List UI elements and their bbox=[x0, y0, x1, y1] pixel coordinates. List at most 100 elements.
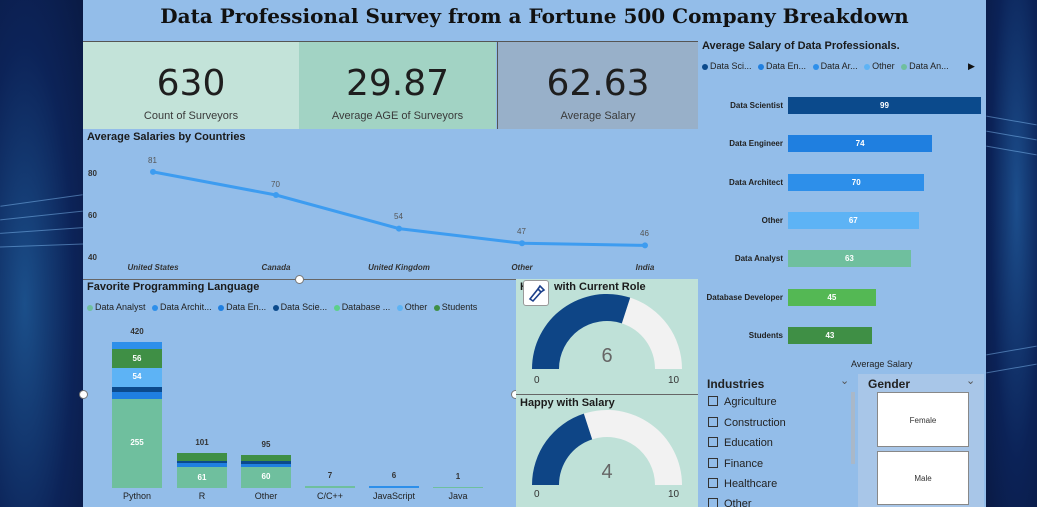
checkbox[interactable] bbox=[708, 417, 718, 427]
language-chart-legend: Data Analyst Data Archit... Data En... D… bbox=[87, 302, 481, 312]
y-tick: 60 bbox=[88, 211, 97, 220]
happy-role-min: 0 bbox=[534, 375, 540, 386]
legend-item: Other bbox=[396, 302, 427, 312]
job-salary-chart[interactable] bbox=[698, 36, 986, 374]
industry-option[interactable]: Other bbox=[708, 498, 752, 507]
industries-scrollbar[interactable] bbox=[851, 392, 855, 464]
point-label: 81 bbox=[148, 156, 157, 165]
language-category-label: Python bbox=[122, 491, 152, 501]
happy-salary-min: 0 bbox=[534, 489, 540, 500]
gender-tile-female[interactable]: Female bbox=[877, 392, 969, 447]
happy-salary-gauge bbox=[532, 410, 682, 485]
legend-item: Students bbox=[433, 302, 477, 312]
language-category-label: Java bbox=[448, 491, 468, 501]
language-bar-total: 1 bbox=[455, 471, 461, 481]
language-bar-segment[interactable]: 61 bbox=[177, 466, 227, 488]
happy-salary-gauge-card[interactable]: Happy with Salary 4 0 10 bbox=[516, 394, 698, 507]
kpi-count-card[interactable]: 630 Count of Surveyors bbox=[83, 41, 299, 129]
language-bar-segment[interactable] bbox=[369, 485, 419, 488]
language-bar-total: 95 bbox=[261, 439, 271, 449]
language-bar-segment[interactable] bbox=[177, 463, 227, 467]
y-tick: 40 bbox=[88, 253, 97, 262]
point-label: 46 bbox=[640, 229, 649, 238]
point-label: 70 bbox=[271, 180, 280, 189]
job-category-label: Other bbox=[761, 215, 783, 225]
legend-next-arrow-icon[interactable]: ▶ bbox=[968, 61, 975, 71]
language-bar-segment[interactable] bbox=[241, 463, 291, 468]
language-category-label: C/C++ bbox=[316, 491, 343, 501]
kpi-count-value: 630 bbox=[156, 63, 226, 104]
kpi-salary-card[interactable]: 62.63 Average Salary bbox=[497, 41, 698, 129]
legend-item: Data An... bbox=[901, 61, 949, 71]
job-salary-bar[interactable]: 45 bbox=[788, 288, 876, 306]
language-bar-total: 420 bbox=[130, 327, 144, 336]
job-category-label: Database Developer bbox=[706, 292, 783, 302]
gauge-fill bbox=[532, 413, 593, 485]
resize-handle-top[interactable] bbox=[295, 275, 304, 284]
language-bar-segment[interactable] bbox=[177, 452, 227, 461]
language-bar-segment[interactable] bbox=[241, 454, 291, 461]
language-bar-total: 6 bbox=[391, 470, 397, 480]
background-left bbox=[0, 0, 83, 507]
legend-item: Data Analyst bbox=[87, 302, 146, 312]
legend-item: Data Sci... bbox=[702, 61, 752, 71]
language-bar-segment[interactable] bbox=[112, 386, 162, 393]
language-bar-segment[interactable] bbox=[177, 460, 227, 464]
countries-chart[interactable] bbox=[83, 129, 698, 279]
checkbox[interactable] bbox=[708, 458, 718, 468]
happy-role-gauge-card[interactable]: Hwith Current Role 6 0 10 bbox=[516, 279, 698, 394]
legend-item: Data En... bbox=[218, 302, 266, 312]
x-category-label: Other bbox=[511, 263, 533, 272]
checkbox[interactable] bbox=[708, 498, 718, 507]
job-salary-bar[interactable]: 99 bbox=[788, 97, 981, 114]
gauge-fill bbox=[532, 294, 631, 369]
job-chart-title: Average Salary of Data Professionals. bbox=[702, 40, 900, 52]
job-category-label: Data Architect bbox=[729, 177, 783, 187]
x-category-label: United States bbox=[127, 263, 179, 272]
point-label: 54 bbox=[394, 212, 403, 221]
gender-tile-male[interactable]: Male bbox=[877, 451, 969, 505]
language-chart-title: Favorite Programming Language bbox=[87, 281, 260, 293]
job-salary-bar[interactable]: 74 bbox=[788, 135, 933, 153]
legend-item: Data En... bbox=[758, 61, 806, 71]
kpi-count-label: Count of Surveyors bbox=[143, 110, 239, 122]
report-title: Data Professional Survey from a Fortune … bbox=[160, 4, 909, 28]
industry-option[interactable]: Construction bbox=[708, 417, 786, 429]
checkbox[interactable] bbox=[708, 396, 718, 406]
industry-option[interactable]: Finance bbox=[708, 458, 763, 470]
job-category-label: Data Engineer bbox=[729, 139, 783, 149]
format-brush-icon[interactable] bbox=[523, 280, 549, 306]
industry-option[interactable]: Healthcare bbox=[708, 478, 777, 490]
checkbox[interactable] bbox=[708, 437, 718, 447]
language-bar-segment[interactable] bbox=[112, 342, 162, 349]
language-bar-total: 101 bbox=[195, 437, 209, 447]
language-bar-segment[interactable] bbox=[241, 460, 291, 464]
industries-title: Industries bbox=[707, 377, 765, 391]
language-bar-segment[interactable] bbox=[112, 392, 162, 400]
job-salary-bar[interactable]: 70 bbox=[788, 173, 925, 191]
kpi-age-card[interactable]: 29.87 Average AGE of Surveyors bbox=[299, 41, 496, 129]
resize-handle-left[interactable] bbox=[79, 390, 88, 399]
language-bar-segment[interactable] bbox=[433, 486, 483, 488]
job-salary-bar[interactable]: 67 bbox=[788, 211, 919, 229]
checkbox[interactable] bbox=[708, 478, 718, 488]
industry-option[interactable]: Education bbox=[708, 437, 773, 449]
background-right bbox=[986, 0, 1037, 507]
legend-item: Data Scie... bbox=[272, 302, 327, 312]
job-salary-bar[interactable]: 63 bbox=[788, 250, 911, 268]
industry-option[interactable]: Agriculture bbox=[708, 396, 777, 408]
job-category-label: Data Scientist bbox=[730, 101, 783, 110]
x-category-label: Canada bbox=[261, 263, 291, 272]
point-label: 47 bbox=[517, 227, 526, 236]
language-bar-segment[interactable]: 255 bbox=[112, 399, 162, 488]
language-bar-segment[interactable]: 60 bbox=[241, 467, 291, 488]
kpi-age-value: 29.87 bbox=[345, 63, 450, 104]
language-bar-segment[interactable]: 54 bbox=[112, 368, 162, 387]
language-bar-segment[interactable] bbox=[305, 485, 355, 488]
gender-chevron-down-icon[interactable]: ⌄ bbox=[966, 375, 976, 387]
legend-item: Database ... bbox=[333, 302, 390, 312]
industries-chevron-down-icon[interactable]: ⌄ bbox=[840, 375, 850, 387]
x-category-label: United Kingdom bbox=[368, 263, 430, 272]
language-bar-segment[interactable]: 56 bbox=[112, 348, 162, 369]
job-salary-bar[interactable]: 43 bbox=[788, 326, 872, 344]
